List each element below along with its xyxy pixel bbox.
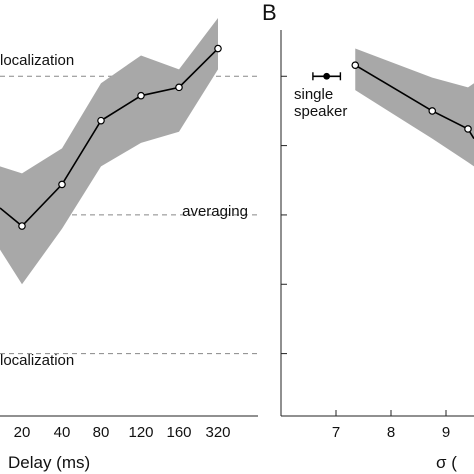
single-speaker-label-line2: speaker (294, 103, 347, 120)
data-point (137, 91, 145, 100)
data-point (428, 107, 437, 115)
confidence-band-b (355, 48, 474, 167)
x-tick-label: 320 (205, 424, 230, 441)
x-tick-label: 120 (128, 424, 153, 441)
x-axis-label-b: σ ( (436, 453, 457, 472)
ref-label-averaging: averaging (182, 203, 248, 220)
data-point (58, 180, 66, 189)
ref-label-localization-bottom: localization (0, 352, 74, 369)
x-tick-label: 8 (387, 424, 395, 441)
series-points (18, 44, 222, 230)
data-point (175, 83, 183, 92)
series-line-b (354, 64, 474, 140)
single-speaker-point (323, 72, 331, 80)
data-point (464, 125, 472, 133)
x-tick-label: 20 (14, 424, 31, 441)
single-speaker-marker (312, 72, 342, 81)
ref-label-localization-top: localization (0, 52, 74, 69)
x-axis-label: Delay (ms) (8, 453, 90, 472)
x-tick-labels: 20 40 80 120 160 320 (14, 424, 231, 441)
panel-b: B single speaker 7 8 9 σ ( (262, 0, 474, 472)
panel-a: 20 40 80 120 160 320 localization averaging l… (0, 18, 258, 472)
x-tick-label: 160 (166, 424, 191, 441)
series-points-b (351, 61, 472, 133)
x-tick-label: 9 (442, 424, 450, 441)
data-point (97, 116, 105, 125)
panel-letter: B (262, 0, 277, 25)
x-tick-label: 80 (93, 424, 110, 441)
confidence-band (0, 18, 218, 285)
data-point (351, 61, 360, 69)
x-tick-label: 7 (332, 424, 340, 441)
y-ticks (281, 75, 287, 355)
x-tick-labels-b: 7 8 9 (332, 410, 450, 441)
single-speaker-label-line1: single (294, 86, 333, 103)
x-tick-label: 40 (54, 424, 71, 441)
data-point (18, 222, 26, 230)
data-point (214, 44, 222, 53)
